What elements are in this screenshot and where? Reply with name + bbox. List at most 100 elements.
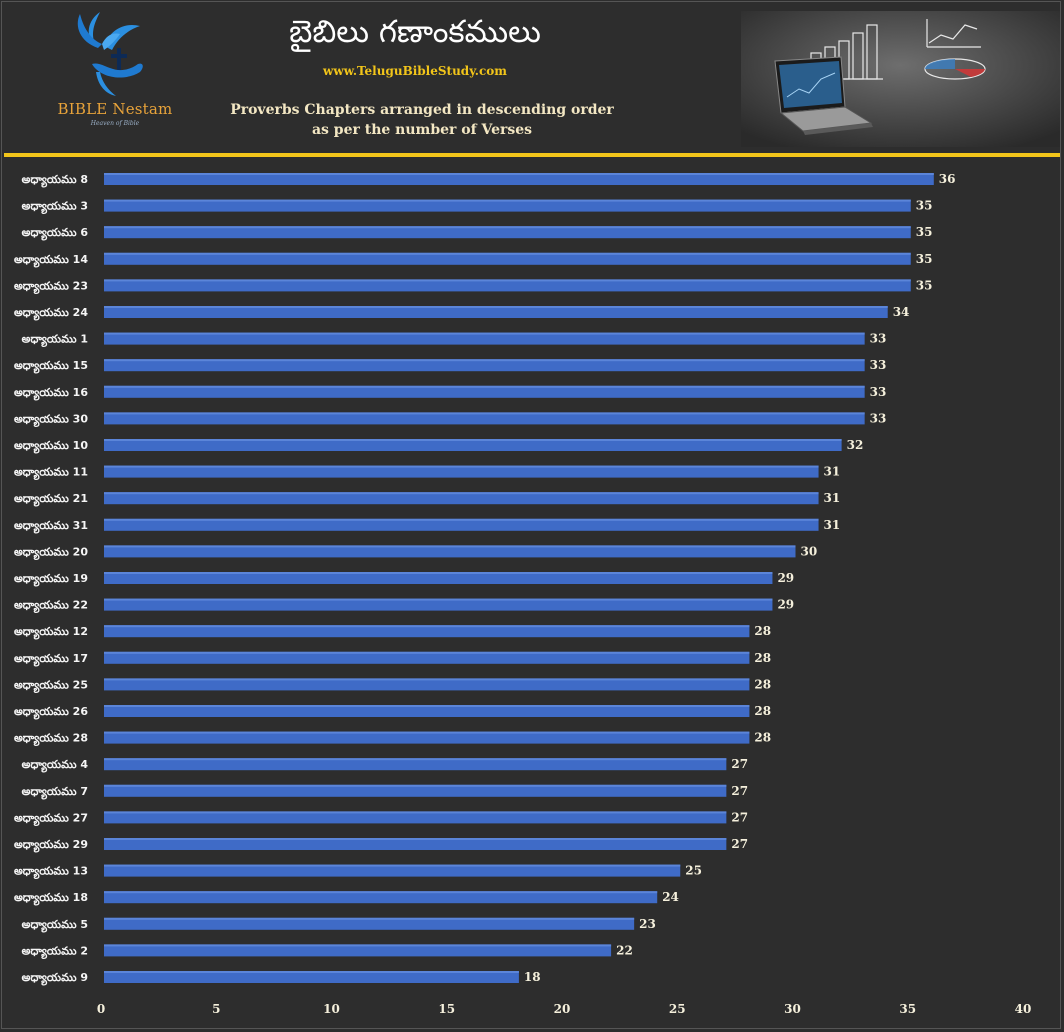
bar [104, 306, 888, 318]
data-label: 30 [801, 544, 818, 558]
bar-highlight [104, 811, 727, 814]
bar-highlight [104, 359, 865, 362]
bar-highlight [104, 199, 911, 202]
subtitle-line-2: as per the number of Verses [311, 122, 533, 138]
data-label: 35 [916, 199, 933, 213]
bar [104, 705, 750, 717]
bar-highlight [104, 758, 727, 761]
bar [104, 199, 911, 212]
x-tick-label: 40 [1015, 1002, 1032, 1016]
bar-highlight [104, 252, 911, 255]
data-label: 33 [870, 385, 887, 399]
bar [104, 385, 865, 398]
category-label: అధ్యాయము 18 [14, 891, 88, 906]
x-tick-label: 5 [212, 1002, 220, 1016]
x-tick-label: 0 [97, 1002, 105, 1016]
bar [104, 252, 911, 265]
data-label: 27 [731, 757, 748, 771]
bar [104, 545, 796, 558]
category-label: అధ్యాయము 1 [22, 333, 88, 348]
x-tick-label: 10 [323, 1002, 340, 1016]
data-label: 31 [824, 491, 841, 505]
dove-cross-hand-icon [77, 12, 143, 96]
bar-highlight [104, 279, 911, 282]
bar-highlight [104, 838, 727, 840]
data-label: 33 [870, 411, 887, 425]
bar [104, 412, 865, 425]
category-label: అధ్యాయము 12 [14, 625, 88, 640]
bar [104, 518, 819, 531]
data-label: 29 [777, 598, 794, 612]
category-label: అధ్యాయము 5 [22, 918, 88, 933]
data-label: 35 [916, 252, 933, 266]
bar-highlight [104, 332, 865, 335]
bar [104, 651, 750, 664]
category-label: అధ్యాయము 24 [14, 306, 88, 321]
website-link[interactable]: www.TeluguBibleStudy.com [323, 64, 507, 78]
data-label: 34 [893, 305, 910, 319]
category-label: అధ్యాయము 30 [14, 412, 88, 427]
bar-highlight [104, 598, 773, 601]
bar [104, 279, 911, 292]
x-tick-label: 15 [438, 1002, 455, 1016]
x-tick-label: 25 [669, 1002, 686, 1016]
category-label: అధ్యాయము 4 [22, 758, 89, 773]
bar [104, 784, 727, 797]
data-label: 28 [754, 704, 771, 718]
category-label: అధ్యాయము 2 [22, 944, 88, 959]
category-label: అధ్యాయము 27 [14, 811, 88, 826]
bar-chart: అధ్యాయము 8 36 అధ్యాయము 3 35 అధ్యాయము 6 35 అధ్య… [14, 172, 1032, 1016]
data-label: 27 [731, 784, 748, 798]
bar [104, 492, 819, 505]
bar-highlight [104, 891, 658, 894]
data-label: 27 [731, 837, 748, 851]
bar-highlight [104, 545, 796, 548]
bar-highlight [104, 651, 750, 654]
x-tick-label: 35 [899, 1002, 916, 1016]
bar-highlight [104, 678, 750, 681]
bar [104, 173, 934, 185]
data-label: 28 [754, 651, 771, 665]
header-divider [4, 153, 1060, 157]
bar-highlight [104, 385, 865, 388]
category-label: అధ్యాయము 31 [14, 519, 88, 534]
bar-highlight [104, 465, 819, 468]
data-label: 28 [754, 624, 771, 638]
category-label: అధ్యాయము 17 [14, 652, 88, 667]
bar-highlight [104, 412, 865, 415]
category-label: అధ్యాయము 13 [14, 865, 88, 880]
bar [104, 226, 911, 239]
bar [104, 811, 727, 824]
bar [104, 944, 612, 957]
bar-highlight [104, 173, 934, 175]
bar [104, 465, 819, 478]
bar-highlight [104, 625, 750, 628]
bar-highlight [104, 572, 773, 574]
bar [104, 864, 681, 877]
category-label: అధ్యాయము 9 [22, 971, 88, 986]
category-label: అధ్యాయము 7 [22, 785, 88, 800]
bar [104, 359, 865, 372]
bar [104, 678, 750, 691]
bar [104, 572, 773, 584]
category-label: అధ్యాయము 10 [14, 439, 88, 454]
bar-highlight [104, 784, 727, 787]
data-label: 28 [754, 731, 771, 745]
logo-text: BIBLE Nestam [57, 100, 173, 118]
category-label: అధ్యాయము 11 [14, 466, 88, 481]
data-label: 33 [870, 358, 887, 372]
bar [104, 917, 635, 930]
bar-highlight [104, 226, 911, 229]
category-label: అధ్యాయము 23 [14, 279, 88, 294]
category-label: అధ్యాయము 22 [14, 599, 88, 614]
data-label: 33 [870, 332, 887, 346]
bar-highlight [104, 492, 819, 495]
page-title: బైబిలు గణాంకములు [289, 14, 541, 50]
category-label: అధ్యాయము 8 [22, 173, 88, 188]
data-label: 24 [662, 890, 679, 904]
bar [104, 838, 727, 850]
category-label: అధ్యాయము 16 [14, 386, 88, 401]
bar [104, 758, 727, 771]
chart-subtitle: Proverbs Chapters arranged in descending… [212, 100, 632, 140]
